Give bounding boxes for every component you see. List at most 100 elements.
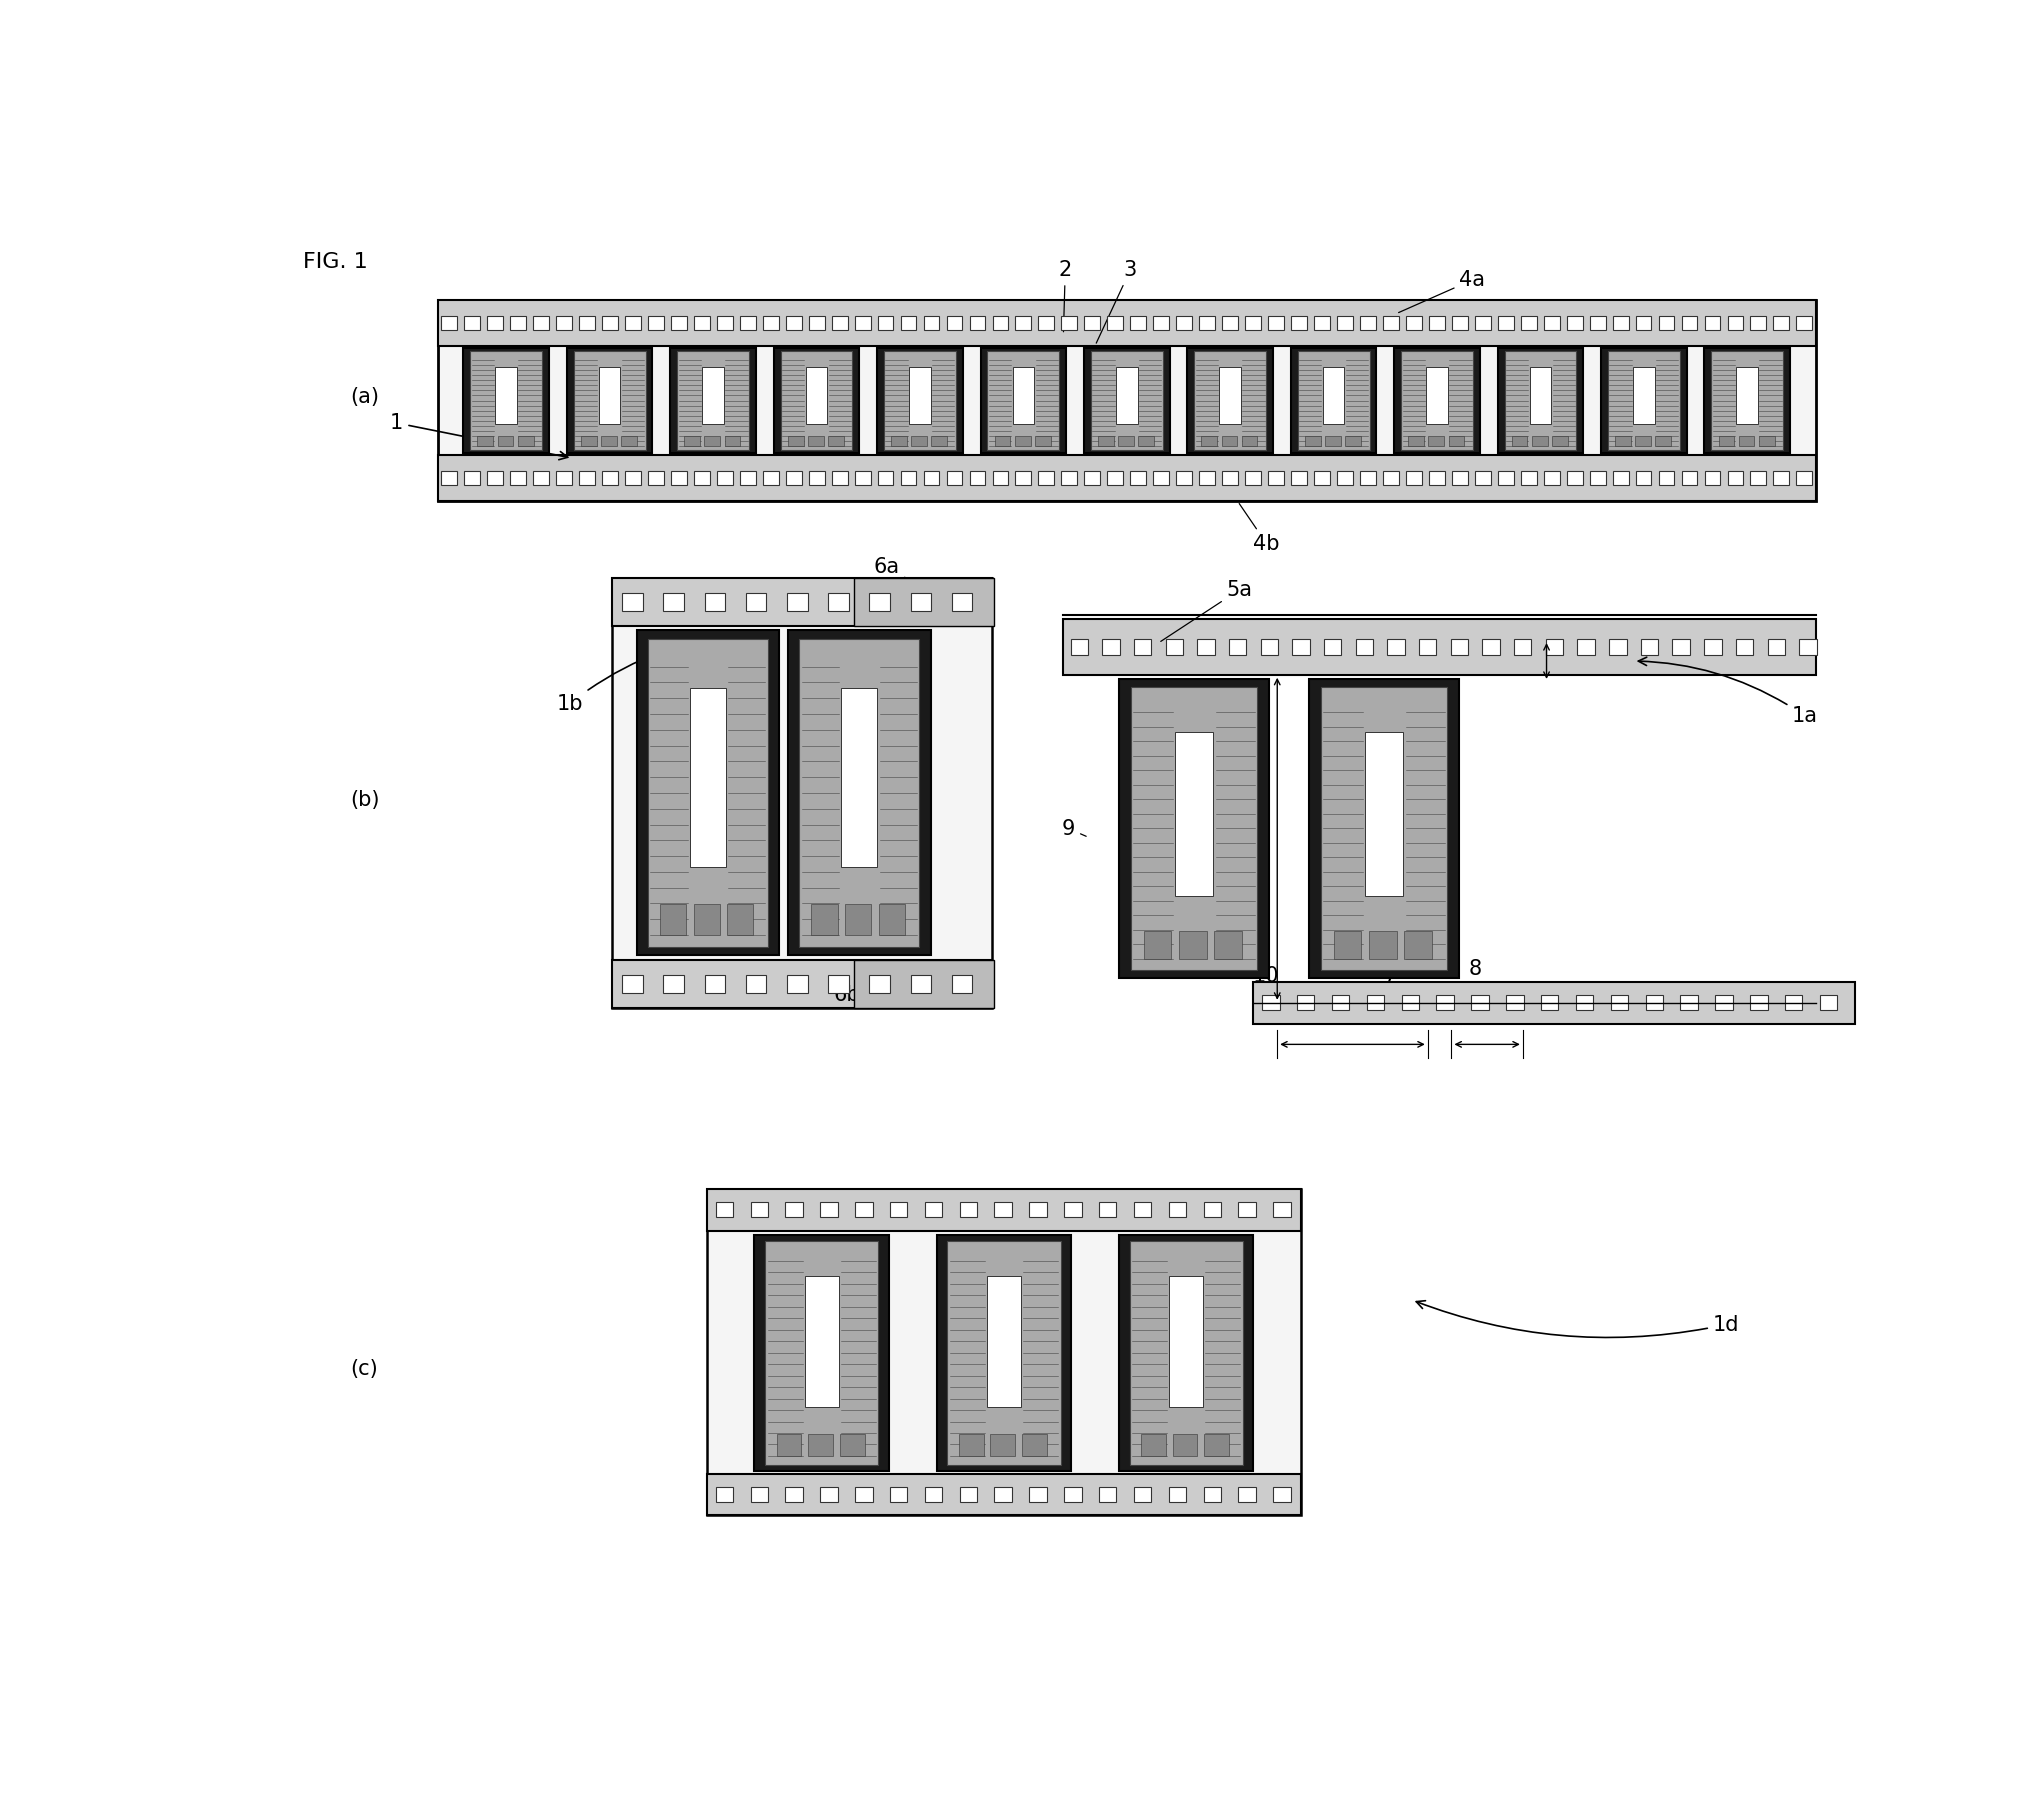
Bar	[1656, 437, 1672, 446]
Bar	[1705, 348, 1791, 453]
Bar	[1797, 471, 1813, 485]
Bar	[1130, 687, 1257, 971]
Bar	[1429, 437, 1445, 446]
Bar	[705, 594, 726, 612]
Bar	[1308, 678, 1459, 978]
Bar	[1578, 639, 1594, 655]
Bar	[1134, 639, 1151, 655]
Bar	[969, 316, 985, 330]
Bar	[1408, 437, 1425, 446]
Bar	[648, 471, 664, 485]
Bar	[1633, 366, 1656, 424]
Bar	[556, 471, 572, 485]
Bar	[1220, 366, 1241, 424]
Bar	[1359, 471, 1376, 485]
Bar	[664, 594, 685, 612]
Bar	[924, 1201, 942, 1218]
Bar	[953, 594, 973, 612]
Bar	[1071, 639, 1087, 655]
Bar	[1100, 1201, 1116, 1218]
Bar	[625, 316, 642, 330]
Bar	[805, 1277, 838, 1407]
Bar	[946, 471, 963, 485]
Bar	[636, 630, 779, 956]
Bar	[811, 904, 838, 934]
Bar	[1394, 348, 1480, 453]
Bar	[693, 471, 709, 485]
Bar	[832, 316, 848, 330]
Bar	[1568, 471, 1582, 485]
Bar	[603, 316, 617, 330]
Bar	[611, 577, 991, 1008]
Bar	[746, 594, 766, 612]
Bar	[1705, 316, 1721, 330]
Bar	[1098, 437, 1114, 446]
Bar	[828, 594, 848, 612]
Bar	[533, 316, 550, 330]
Text: 9: 9	[1061, 819, 1085, 839]
Bar	[1333, 996, 1349, 1010]
Bar	[533, 471, 550, 485]
Bar	[959, 1486, 977, 1503]
Bar	[1118, 437, 1134, 446]
Bar	[717, 316, 732, 330]
Bar	[601, 437, 617, 446]
Bar	[1102, 639, 1120, 655]
Bar	[486, 471, 503, 485]
Text: 6a: 6a	[873, 557, 934, 594]
Bar	[883, 352, 957, 449]
Bar	[1682, 471, 1697, 485]
Bar	[1543, 471, 1560, 485]
Bar	[1298, 996, 1314, 1010]
Bar	[1737, 366, 1758, 424]
Bar	[464, 471, 480, 485]
Bar	[1083, 348, 1169, 453]
Bar	[574, 352, 646, 449]
Bar	[1715, 996, 1733, 1010]
Bar	[611, 960, 991, 1008]
Bar	[693, 904, 719, 934]
Bar	[1711, 352, 1782, 449]
Bar	[1682, 316, 1697, 330]
Text: FIG. 1: FIG. 1	[303, 253, 368, 272]
Bar	[1239, 1201, 1255, 1218]
Bar	[787, 974, 807, 992]
Bar	[1658, 316, 1674, 330]
Bar	[1141, 1434, 1165, 1456]
Bar	[1222, 437, 1237, 446]
Bar	[1175, 316, 1192, 330]
Bar	[1063, 619, 1815, 675]
Bar	[1065, 1201, 1081, 1218]
Bar	[1635, 437, 1652, 446]
Bar	[1406, 471, 1423, 485]
Bar	[1451, 639, 1468, 655]
Bar	[1337, 316, 1353, 330]
Bar	[486, 316, 503, 330]
Bar	[1719, 437, 1735, 446]
Bar	[497, 437, 513, 446]
Bar	[1513, 437, 1527, 446]
Bar	[995, 1201, 1012, 1218]
Bar	[1325, 639, 1341, 655]
Bar	[969, 471, 985, 485]
Bar	[1613, 316, 1629, 330]
Bar	[603, 471, 617, 485]
Bar	[670, 471, 687, 485]
Bar	[1198, 639, 1214, 655]
Bar	[1228, 639, 1247, 655]
Bar	[1153, 316, 1169, 330]
Bar	[670, 316, 687, 330]
Bar	[1400, 352, 1474, 449]
Bar	[1506, 996, 1523, 1010]
Bar	[1267, 316, 1284, 330]
Bar	[1705, 471, 1721, 485]
Bar	[1222, 316, 1239, 330]
Bar	[1365, 732, 1402, 897]
Bar	[1314, 316, 1331, 330]
Bar	[1345, 437, 1361, 446]
Bar	[442, 471, 458, 485]
Bar	[854, 577, 993, 626]
Bar	[1498, 316, 1515, 330]
Bar	[621, 437, 638, 446]
Bar	[664, 974, 685, 992]
